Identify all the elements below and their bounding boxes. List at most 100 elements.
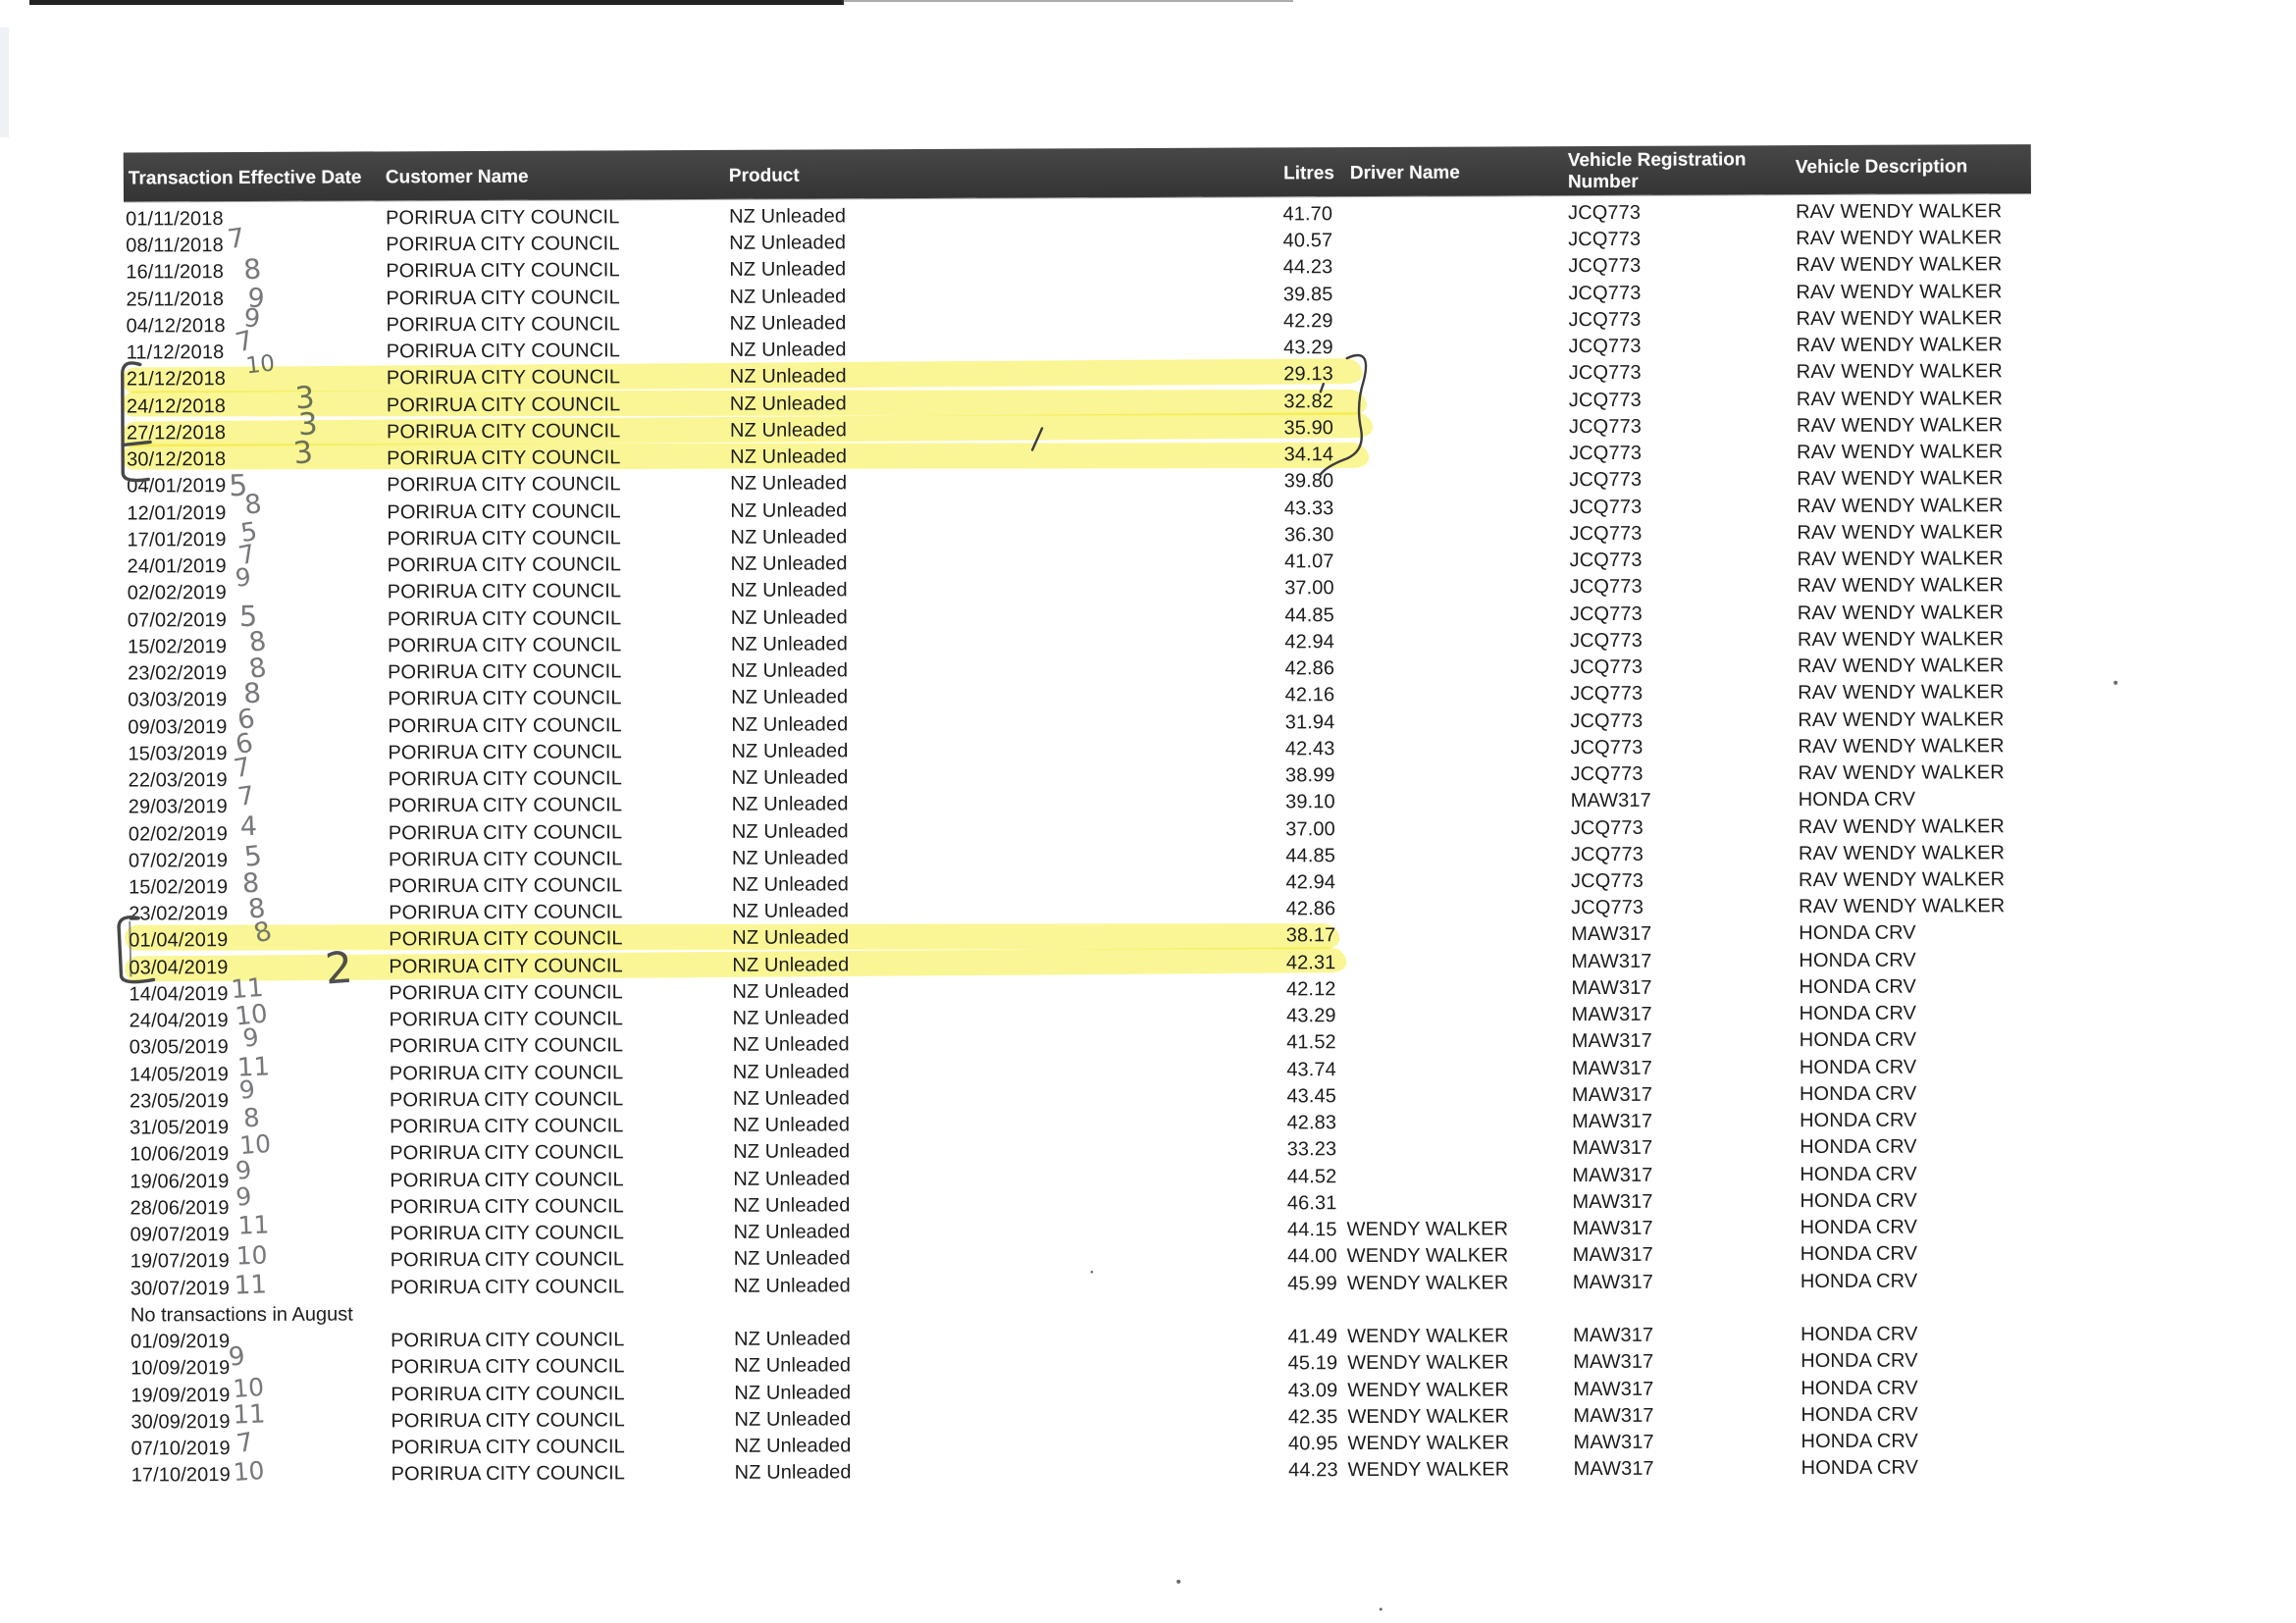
cell-vehicle-description: HONDA CRV bbox=[1800, 1403, 1918, 1426]
cell-vehicle-registration: MAW317 bbox=[1572, 1164, 1653, 1186]
cell-transaction-date: 22/03/2019 bbox=[128, 769, 228, 792]
cell-litres: 42.83 bbox=[1286, 1112, 1337, 1134]
column-header-customer-name: Customer Name bbox=[385, 166, 529, 188]
cell-customer-name: PORIRUA CITY COUNCIL bbox=[390, 1222, 624, 1245]
cell-product: NZ Unleaded bbox=[733, 1247, 851, 1271]
cell-product: NZ Unleaded bbox=[730, 445, 848, 469]
cell-transaction-date: 07/10/2019 bbox=[130, 1438, 231, 1460]
cell-product: NZ Unleaded bbox=[733, 1114, 851, 1137]
cell-litres: 42.31 bbox=[1285, 951, 1336, 974]
cell-product: NZ Unleaded bbox=[732, 980, 850, 1003]
cell-transaction-date: 27/12/2018 bbox=[126, 422, 227, 445]
cell-vehicle-registration: MAW317 bbox=[1573, 1431, 1654, 1454]
handwritten-annotation: 9 bbox=[234, 562, 252, 593]
handwritten-annotation: 9 bbox=[240, 1022, 261, 1054]
cell-product: NZ Unleaded bbox=[731, 740, 849, 762]
cell-product: NZ Unleaded bbox=[733, 1221, 851, 1243]
cell-product: NZ Unleaded bbox=[734, 1381, 852, 1404]
cell-vehicle-registration: MAW317 bbox=[1571, 950, 1652, 972]
cell-vehicle-description: HONDA CRV bbox=[1799, 949, 1916, 971]
cell-customer-name: PORIRUA CITY COUNCIL bbox=[386, 313, 620, 337]
cell-transaction-date: 17/10/2019 bbox=[130, 1464, 231, 1487]
cell-customer-name: PORIRUA CITY COUNCIL bbox=[389, 1008, 624, 1031]
cell-product: NZ Unleaded bbox=[732, 900, 850, 923]
cell-customer-name: PORIRUA CITY COUNCIL bbox=[389, 901, 623, 924]
cell-vehicle-description: HONDA CRV bbox=[1799, 1082, 1917, 1106]
cell-vehicle-registration: MAW317 bbox=[1570, 790, 1651, 812]
cell-litres: 45.99 bbox=[1287, 1272, 1337, 1294]
cell-transaction-date: 03/05/2019 bbox=[129, 1036, 229, 1059]
cell-litres: 44.85 bbox=[1284, 603, 1334, 626]
cell-customer-name: PORIRUA CITY COUNCIL bbox=[391, 1409, 625, 1433]
cell-transaction-date: 19/07/2019 bbox=[130, 1250, 230, 1273]
cell-product: NZ Unleaded bbox=[729, 232, 847, 255]
cell-litres: 37.00 bbox=[1284, 577, 1334, 600]
cell-vehicle-registration: JCQ773 bbox=[1569, 549, 1643, 572]
column-header-product: Product bbox=[728, 165, 800, 186]
cell-vehicle-description: HONDA CRV bbox=[1799, 1002, 1917, 1025]
cell-vehicle-registration: JCQ773 bbox=[1568, 308, 1642, 332]
cell-transaction-date: 02/02/2019 bbox=[127, 582, 227, 604]
cell-customer-name: PORIRUA CITY COUNCIL bbox=[390, 1141, 624, 1165]
cell-litres: 43.45 bbox=[1286, 1085, 1337, 1108]
handwritten-annotation: 7 bbox=[234, 1427, 256, 1460]
cell-customer-name: PORIRUA CITY COUNCIL bbox=[391, 1329, 625, 1352]
cell-product: NZ Unleaded bbox=[731, 873, 850, 896]
cell-vehicle-registration: JCQ773 bbox=[1570, 709, 1644, 732]
cell-vehicle-description: RAV WENDY WALKER bbox=[1797, 548, 2004, 571]
cell-transaction-date: 07/02/2019 bbox=[128, 849, 229, 872]
cell-litres: 43.29 bbox=[1286, 1005, 1336, 1027]
cell-vehicle-registration: JCQ773 bbox=[1569, 576, 1643, 599]
cell-vehicle-registration: JCQ773 bbox=[1570, 843, 1644, 865]
cell-customer-name: PORIRUA CITY COUNCIL bbox=[388, 848, 623, 871]
cell-product: NZ Unleaded bbox=[729, 286, 847, 308]
cell-vehicle-registration: MAW317 bbox=[1573, 1378, 1654, 1400]
cell-customer-name: PORIRUA CITY COUNCIL bbox=[388, 687, 622, 710]
cell-vehicle-registration: MAW317 bbox=[1571, 976, 1652, 1000]
cell-customer-name: PORIRUA CITY COUNCIL bbox=[387, 473, 621, 497]
cell-product: NZ Unleaded bbox=[733, 1274, 851, 1297]
cell-transaction-date: 16/11/2018 bbox=[126, 261, 224, 285]
cell-vehicle-description: HONDA CRV bbox=[1800, 1109, 1917, 1132]
handwritten-annotation: 9 bbox=[227, 1341, 247, 1374]
cell-litres: 38.17 bbox=[1285, 924, 1336, 947]
cell-vehicle-registration: MAW317 bbox=[1571, 1057, 1653, 1079]
cell-litres: 39.85 bbox=[1282, 283, 1333, 306]
cell-transaction-date: 15/03/2019 bbox=[128, 742, 228, 765]
cell-vehicle-registration: JCQ773 bbox=[1569, 629, 1643, 652]
cell-transaction-date: 10/09/2019 bbox=[130, 1357, 231, 1380]
scan-artifact-top-line bbox=[842, 0, 1293, 2]
cell-litres: 42.86 bbox=[1285, 898, 1336, 920]
cell-litres: 46.31 bbox=[1286, 1192, 1337, 1215]
cell-litres: 31.94 bbox=[1284, 710, 1335, 733]
cell-transaction-date: 15/02/2019 bbox=[127, 635, 228, 658]
cell-transaction-date: 21/12/2018 bbox=[126, 368, 226, 391]
cell-transaction-date: 09/07/2019 bbox=[130, 1224, 230, 1246]
cell-vehicle-description: RAV WENDY WALKER bbox=[1797, 441, 2004, 464]
handwritten-annotation: 8 bbox=[242, 488, 264, 521]
scan-artifact-top-bar bbox=[29, 0, 844, 5]
cell-customer-name: PORIRUA CITY COUNCIL bbox=[388, 660, 622, 684]
cell-vehicle-registration: JCQ773 bbox=[1570, 762, 1644, 786]
cell-customer-name: PORIRUA CITY COUNCIL bbox=[386, 340, 621, 363]
cell-transaction-date: 24/12/2018 bbox=[126, 394, 227, 418]
cell-vehicle-registration: MAW317 bbox=[1573, 1458, 1654, 1481]
cell-vehicle-description: HONDA CRV bbox=[1799, 922, 1916, 945]
cell-product: NZ Unleaded bbox=[732, 1007, 850, 1030]
column-header-litres: Litres bbox=[1283, 163, 1334, 184]
cell-vehicle-description: RAV WENDY WALKER bbox=[1797, 521, 2004, 544]
cell-litres: 33.23 bbox=[1286, 1138, 1337, 1161]
cell-litres: 42.35 bbox=[1287, 1405, 1338, 1429]
cell-vehicle-description: RAV WENDY WALKER bbox=[1798, 681, 2005, 705]
cell-product: NZ Unleaded bbox=[730, 579, 848, 602]
cell-product: NZ Unleaded bbox=[731, 847, 849, 869]
handwritten-annotation: 9 bbox=[234, 1181, 253, 1212]
column-header-transaction-date: Transaction Effective Date bbox=[128, 167, 362, 189]
cell-vehicle-description: RAV WENDY WALKER bbox=[1797, 601, 2005, 624]
cell-product: NZ Unleaded bbox=[729, 365, 847, 389]
cell-vehicle-registration: MAW317 bbox=[1572, 1190, 1653, 1213]
cell-driver-name: WENDY WALKER bbox=[1347, 1351, 1509, 1375]
cell-transaction-date: 01/09/2019 bbox=[130, 1331, 231, 1353]
handwritten-annotation: 3 bbox=[291, 434, 315, 472]
